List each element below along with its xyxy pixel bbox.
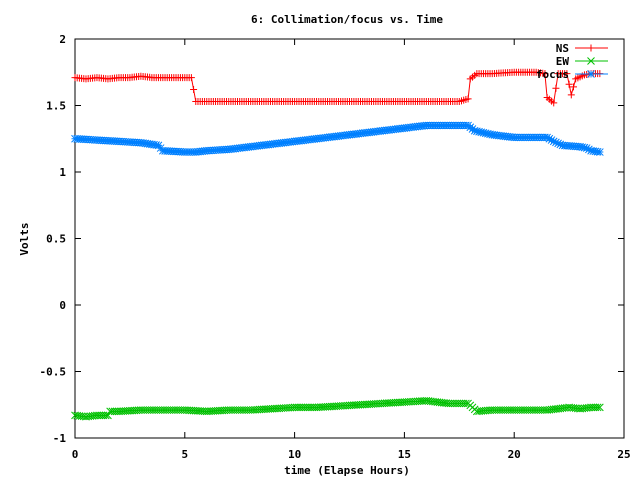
legend-marker: [587, 44, 595, 52]
data-point-marker: [567, 91, 575, 99]
y-tick-label: 0: [59, 299, 66, 312]
x-tick-label: 25: [617, 448, 630, 461]
data-point-marker: [464, 95, 472, 103]
legend-label: focus: [536, 68, 569, 81]
y-tick-label: -0.5: [40, 366, 67, 379]
data-point-marker: [187, 74, 195, 82]
data-point-marker: [552, 138, 560, 147]
data-point-marker: [593, 403, 602, 412]
data-point-marker: [550, 99, 558, 107]
data-point-marker: [554, 139, 562, 148]
chart-title: 6: Collimation/focus vs. Time: [251, 13, 443, 26]
y-tick-label: -1: [53, 432, 67, 445]
data-point-marker: [543, 133, 551, 142]
series-focus: [71, 121, 604, 156]
x-tick-label: 20: [508, 448, 521, 461]
y-tick-label: 0.5: [46, 233, 66, 246]
y-tick-label: 1.5: [46, 100, 66, 113]
data-point-marker: [595, 148, 604, 156]
data-point-marker: [595, 403, 604, 412]
legend-marker: [587, 70, 595, 78]
data-point-marker: [585, 145, 593, 154]
y-tick-label: 2: [59, 33, 66, 46]
legend-marker: [587, 57, 595, 65]
legend-label: NS: [556, 42, 569, 55]
data-point-marker: [462, 399, 470, 408]
data-point-marker: [569, 83, 577, 91]
data-point-marker: [549, 137, 558, 146]
data-point-marker: [582, 144, 591, 152]
data-point-marker: [547, 136, 556, 144]
legend-label: EW: [556, 55, 570, 68]
data-point-marker: [545, 134, 554, 143]
data-point-marker: [541, 70, 549, 78]
series-ew: [71, 396, 604, 421]
x-tick-label: 5: [181, 448, 188, 461]
axes-group: 0 5 10 15 20 25 -1 -0.5 0 0.5 1 1.5 2: [40, 33, 631, 461]
y-tick-label: 1: [59, 166, 66, 179]
x-tick-label: 10: [288, 448, 301, 461]
plot-area: [71, 68, 604, 421]
y-axis-label: Volts: [18, 222, 31, 255]
series-ns: [71, 68, 604, 107]
x-axis-label: time (Elapse Hours): [284, 464, 410, 477]
data-point-marker: [552, 84, 560, 92]
data-point-marker: [563, 70, 571, 78]
data-point-marker: [190, 86, 198, 94]
data-point-marker: [565, 80, 573, 88]
x-tick-label: 15: [398, 448, 411, 461]
x-tick-label: 0: [72, 448, 79, 461]
data-point-marker: [556, 140, 565, 149]
